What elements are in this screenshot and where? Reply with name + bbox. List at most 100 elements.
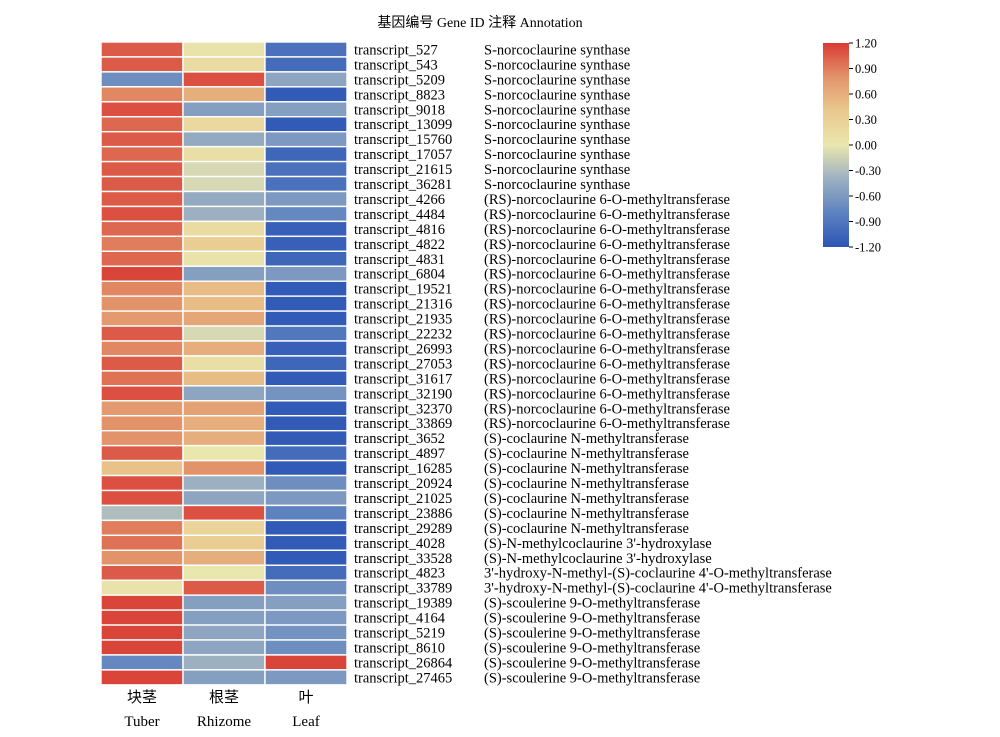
heatmap-cell bbox=[100, 654, 184, 671]
heatmap-cell bbox=[182, 430, 266, 447]
heatmap-cell bbox=[182, 160, 266, 178]
row-gene-id: transcript_33869 bbox=[354, 416, 452, 432]
colorbar-tick-label: 0.60 bbox=[855, 88, 877, 102]
heatmap-cell bbox=[264, 71, 348, 88]
row-gene-id: transcript_33528 bbox=[354, 551, 452, 567]
heatmap-cell bbox=[182, 669, 266, 686]
heatmap-cell bbox=[182, 145, 266, 163]
colorbar-tick-label: 0.30 bbox=[855, 113, 877, 127]
row-gene-id: transcript_4266 bbox=[354, 192, 445, 208]
heatmap-cell bbox=[264, 325, 348, 342]
heatmap-cell bbox=[100, 250, 184, 267]
heatmap-cell bbox=[100, 116, 184, 133]
row-gene-id: transcript_4897 bbox=[354, 446, 445, 462]
heatmap-cell bbox=[264, 101, 348, 118]
row-annotation: (S)-coclaurine N-methyltransferase bbox=[484, 461, 689, 477]
heatmap-cell bbox=[100, 474, 184, 492]
row-annotation: (S)-coclaurine N-methyltransferase bbox=[484, 476, 689, 492]
row-gene-id: transcript_21615 bbox=[354, 162, 452, 178]
row-annotation: 3'-hydroxy-N-methyl-(S)-coclaurine 4'-O-… bbox=[484, 566, 832, 582]
colorbar-tick-label: -0.60 bbox=[855, 190, 881, 204]
heatmap-cell bbox=[264, 400, 348, 417]
heatmap-cell bbox=[100, 295, 184, 312]
heatmap-cell bbox=[264, 669, 348, 686]
heatmap-cell bbox=[100, 340, 184, 357]
heatmap-cell bbox=[182, 86, 266, 103]
colorbar-tick-label: 0.90 bbox=[855, 62, 877, 76]
row-annotation: (RS)-norcoclaurine 6-O-methyltransferase bbox=[484, 327, 730, 343]
row-annotation: S-norcoclaurine synthase bbox=[484, 102, 630, 118]
heatmap-cell bbox=[100, 400, 184, 417]
row-gene-id: transcript_26864 bbox=[354, 655, 453, 671]
heatmap-cell bbox=[100, 444, 184, 462]
heatmap-cell bbox=[100, 265, 184, 282]
heatmap-cell bbox=[100, 519, 184, 537]
heatmap-cell bbox=[264, 534, 348, 551]
row-annotation: S-norcoclaurine synthase bbox=[484, 132, 630, 148]
colorbar-tick-label: 1.20 bbox=[855, 37, 877, 51]
colorbar-gradient bbox=[823, 43, 849, 247]
row-annotation: (RS)-norcoclaurine 6-O-methyltransferase bbox=[484, 207, 730, 223]
heatmap-cell bbox=[100, 594, 184, 611]
heatmap-cell bbox=[100, 639, 184, 656]
heatmap-cell bbox=[182, 101, 266, 118]
row-gene-id: transcript_36281 bbox=[354, 177, 452, 193]
row-gene-id: transcript_21025 bbox=[354, 491, 452, 507]
row-annotation: (S)-scoulerine 9-O-methyltransferase bbox=[484, 640, 700, 656]
heatmap-cell bbox=[264, 295, 348, 312]
heatmap-cell bbox=[100, 41, 184, 58]
heatmap-cell bbox=[100, 220, 184, 238]
heatmap-cell bbox=[264, 56, 348, 73]
heatmap-cell bbox=[264, 86, 348, 103]
heatmap-cell bbox=[264, 579, 348, 596]
row-annotation: (RS)-norcoclaurine 6-O-methyltransferase bbox=[484, 401, 730, 417]
row-annotation: S-norcoclaurine synthase bbox=[484, 162, 630, 178]
row-annotation: (S)-coclaurine N-methyltransferase bbox=[484, 431, 689, 447]
heatmap-cell bbox=[100, 579, 184, 596]
heatmap-cell bbox=[100, 624, 184, 641]
heatmap-cell bbox=[264, 519, 348, 537]
row-gene-id: transcript_6804 bbox=[354, 267, 446, 283]
heatmap-cell bbox=[182, 594, 266, 611]
heatmap-cell bbox=[264, 310, 348, 327]
row-annotation: (RS)-norcoclaurine 6-O-methyltransferase bbox=[484, 252, 730, 268]
heatmap-cell bbox=[182, 370, 266, 387]
heatmap-cell bbox=[182, 549, 266, 566]
row-annotation: S-norcoclaurine synthase bbox=[484, 42, 630, 58]
heatmap-cell bbox=[182, 235, 266, 253]
row-gene-id: transcript_8823 bbox=[354, 87, 445, 103]
column-labels: 块茎 Tuber 根茎 Rhizome 叶 Leaf bbox=[124, 689, 319, 730]
heatmap-cell bbox=[100, 280, 184, 297]
row-annotation: (RS)-norcoclaurine 6-O-methyltransferase bbox=[484, 192, 730, 208]
heatmap-cell bbox=[182, 564, 266, 581]
heatmap-cell bbox=[182, 489, 266, 507]
row-gene-id: transcript_27053 bbox=[354, 356, 452, 372]
heatmap-cell bbox=[182, 444, 266, 462]
heatmap-cell bbox=[182, 130, 266, 148]
heatmap-cell bbox=[100, 385, 184, 402]
heatmap-cell bbox=[100, 56, 184, 73]
row-annotation: (S)-coclaurine N-methyltransferase bbox=[484, 491, 689, 507]
heatmap-cell bbox=[264, 549, 348, 566]
row-gene-id: transcript_5209 bbox=[354, 72, 445, 88]
heatmap-cell bbox=[182, 325, 266, 342]
row-gene-id: transcript_21316 bbox=[354, 297, 452, 313]
heatmap-cell bbox=[100, 430, 184, 447]
row-gene-id: transcript_527 bbox=[354, 42, 438, 58]
row-gene-id: transcript_29289 bbox=[354, 521, 452, 537]
row-annotation: (RS)-norcoclaurine 6-O-methyltransferase bbox=[484, 312, 730, 328]
heatmap-cell bbox=[100, 609, 184, 626]
heatmap-cell bbox=[264, 639, 348, 656]
row-annotation: S-norcoclaurine synthase bbox=[484, 72, 630, 88]
column-label-zh: 块茎 bbox=[127, 689, 157, 706]
row-gene-id: transcript_3652 bbox=[354, 431, 445, 447]
row-annotation: (RS)-norcoclaurine 6-O-methyltransferase bbox=[484, 356, 730, 372]
heatmap-cell bbox=[182, 400, 266, 417]
row-gene-id: transcript_33789 bbox=[354, 581, 452, 597]
row-annotation: (S)-N-methylcoclaurine 3'-hydroxylase bbox=[484, 551, 712, 567]
row-gene-id: transcript_4028 bbox=[354, 536, 445, 552]
heatmap-cell bbox=[264, 280, 348, 297]
heatmap-cell bbox=[182, 534, 266, 551]
column-label-zh: 根茎 bbox=[209, 689, 239, 706]
